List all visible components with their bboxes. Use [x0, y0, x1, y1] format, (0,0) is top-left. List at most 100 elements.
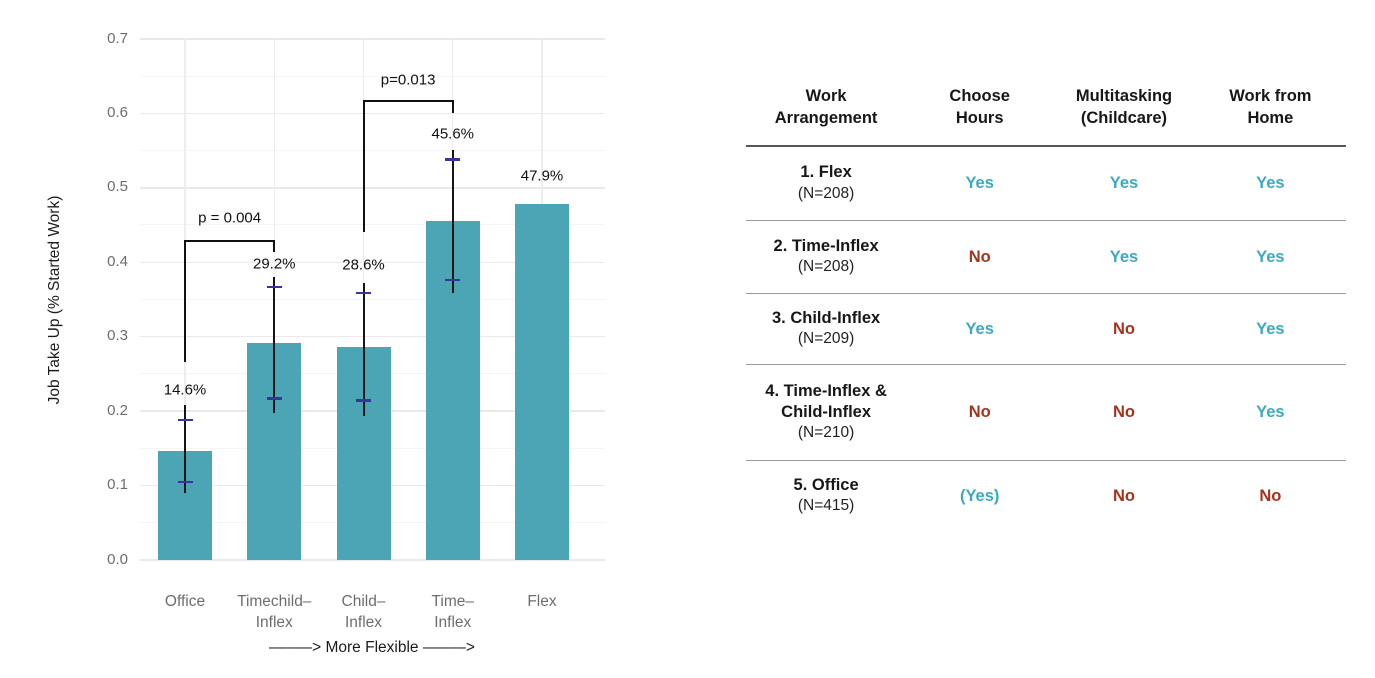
value-cell: Yes — [906, 147, 1054, 221]
p-value-bracket-leg — [362, 100, 365, 232]
error-bar-ci-tick — [177, 480, 193, 484]
bar-flex — [515, 203, 569, 560]
y-tick-label: 0.6 — [107, 103, 128, 121]
bar-value-label: 28.6% — [342, 256, 385, 274]
error-bar-ci-tick — [356, 291, 371, 295]
cell-time-inflex-choose-hours: No — [968, 247, 991, 266]
column-header-multitasking: Multitasking (Childcare) — [1053, 70, 1195, 147]
value-cell: No — [1195, 461, 1346, 531]
arrangement-name: 4. Time-Inflex & Child-Inflex — [765, 381, 887, 422]
value-cell: (Yes) — [906, 461, 1053, 531]
error-bar-ci-tick — [177, 418, 193, 422]
x-tick-label: Flex — [527, 593, 557, 610]
y-tick-label: 0.0 — [107, 550, 128, 568]
cell-flex-work-from-home: Yes — [1256, 174, 1285, 192]
value-cell: Yes — [1053, 221, 1195, 294]
row-label-cell: 5. Office (N=415) — [746, 461, 906, 531]
bar-value-label: 45.6% — [431, 125, 475, 143]
minor-gridline — [140, 298, 605, 300]
major-gridline — [140, 187, 605, 189]
value-cell: Yes — [1194, 365, 1346, 461]
error-bar — [451, 149, 454, 293]
x-tick-label: Child– Inflex — [341, 593, 386, 631]
x-tick-label: Timechild– Inflex — [237, 593, 312, 631]
value-cell: No — [1053, 294, 1195, 365]
value-cell: Yes — [1053, 147, 1195, 221]
value-cell: Yes — [1194, 221, 1346, 294]
p-value-label: p = 0.004 — [198, 209, 262, 227]
y-axis-title: Job Take Up (% Started Work) — [46, 195, 63, 405]
y-tick-label: 0.3 — [107, 327, 128, 345]
value-cell: Yes — [1194, 147, 1346, 221]
bar-chart-panel: Job Take Up (% Started Work) 14.6% 29.2% 2… — [46, 29, 605, 656]
cell-time-child-inflex-multitasking: No — [1112, 403, 1135, 421]
error-bar-ci-tick — [445, 158, 461, 161]
cell-time-child-inflex-choose-hours: No — [968, 403, 991, 421]
error-bar — [273, 277, 276, 414]
arrangement-name: 1. Flex — [800, 163, 852, 182]
row-label-cell: 3. Child-Inflex (N=209) — [746, 294, 907, 365]
value-cell: Yes — [1194, 294, 1346, 365]
x-tick-label: Time– Inflex — [431, 593, 475, 631]
y-tick-label: 0.2 — [107, 401, 128, 419]
major-gridline — [140, 336, 605, 338]
p-value-bracket-leg — [184, 239, 186, 363]
cell-time-inflex-work-from-home: Yes — [1256, 247, 1285, 266]
error-bar-ci-tick — [266, 285, 282, 289]
y-tick-label: 0.4 — [107, 252, 128, 270]
arrangement-n: (N=210) — [797, 424, 855, 442]
cell-child-inflex-choose-hours: Yes — [965, 319, 994, 338]
arrangement-name: 3. Child-Inflex — [772, 308, 881, 327]
p-value-bracket-leg — [273, 239, 276, 252]
y-tick-label: 0.1 — [107, 476, 128, 494]
arrangement-name: 5. Office — [793, 475, 859, 494]
cell-child-inflex-work-from-home: Yes — [1256, 319, 1285, 338]
value-cell: No — [906, 221, 1054, 294]
value-cell: Yes — [906, 294, 1054, 365]
p-value-bracket-line — [362, 100, 454, 103]
arrangement-n: (N=208) — [797, 184, 855, 202]
work-arrangement-table: Work Arrangement Choose Hours Multitaski… — [746, 70, 1346, 531]
bar-value-label: 29.2% — [252, 255, 296, 273]
plot-area: 14.6% 29.2% 28.6% 45.6% 47.9% p = 0.004 p=0.01… — [140, 38, 605, 561]
row-label-cell: 4. Time-Inflex & Child-Inflex (N=210) — [746, 365, 907, 461]
error-bar-ci-tick — [445, 278, 461, 282]
p-value-label: p=0.013 — [380, 71, 436, 89]
cell-office-work-from-home: No — [1259, 486, 1282, 505]
column-header-choose-hours: Choose Hours — [906, 70, 1054, 147]
value-cell: No — [906, 365, 1054, 461]
cell-office-choose-hours: (Yes) — [959, 486, 1000, 505]
value-cell: No — [1053, 461, 1195, 531]
y-tick-label: 0.7 — [107, 29, 128, 47]
cell-time-child-inflex-work-from-home: Yes — [1256, 403, 1285, 421]
x-axis-title: –––––> More Flexible –––––> — [269, 639, 475, 656]
minor-gridline — [140, 224, 605, 226]
error-bar — [184, 405, 186, 493]
column-header-work-arrangement: Work Arrangement — [746, 70, 907, 147]
cell-flex-choose-hours: Yes — [965, 174, 994, 192]
row-label-cell: 2. Time-Inflex (N=208) — [746, 221, 907, 294]
value-cell: No — [1053, 365, 1195, 461]
arrangement-name: 2. Time-Inflex — [773, 236, 879, 255]
arrangement-n: (N=415) — [797, 497, 855, 515]
arrangement-n: (N=208) — [797, 258, 855, 276]
major-gridline — [140, 112, 605, 115]
cell-flex-multitasking: Yes — [1109, 174, 1139, 192]
major-gridline — [140, 38, 605, 40]
error-bar-ci-tick — [266, 397, 282, 400]
p-value-bracket-leg — [451, 100, 454, 113]
x-tick-label: Office — [164, 593, 206, 610]
y-tick-label: 0.5 — [107, 178, 128, 196]
bar-value-label: 14.6% — [163, 381, 207, 399]
error-bar — [362, 283, 365, 417]
row-label-cell: 1. Flex (N=208) — [746, 147, 907, 221]
p-value-bracket-line — [184, 239, 276, 242]
error-bar-ci-tick — [356, 399, 371, 403]
cell-office-multitasking: No — [1112, 486, 1135, 505]
column-header-work-from-home: Work from Home — [1194, 70, 1346, 147]
cell-time-inflex-multitasking: Yes — [1109, 247, 1139, 266]
cell-child-inflex-multitasking: No — [1112, 319, 1135, 338]
major-gridline — [140, 261, 605, 263]
bar-value-label: 47.9% — [520, 167, 564, 185]
